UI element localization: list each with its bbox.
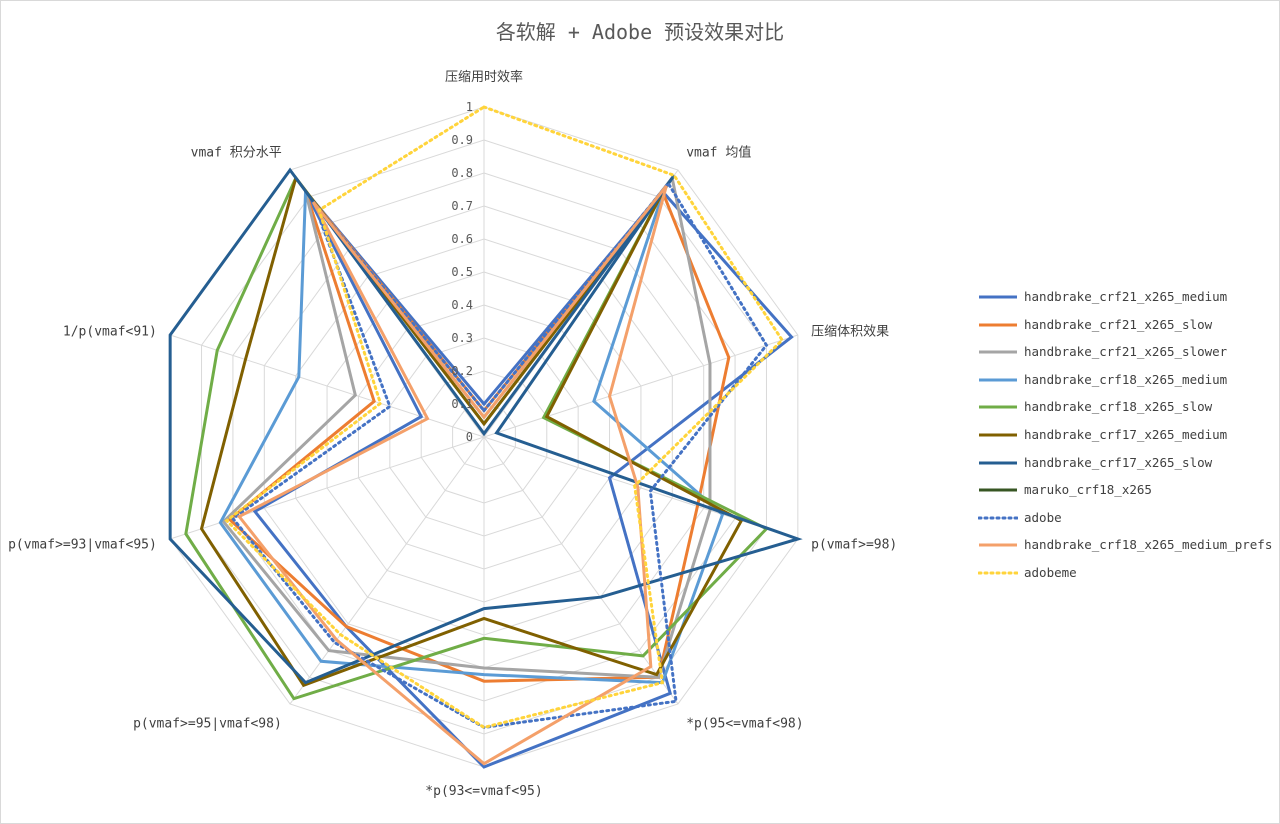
axis-label: 压缩体积效果 bbox=[811, 324, 889, 340]
series-line bbox=[236, 185, 668, 766]
grid-spoke bbox=[483, 334, 799, 438]
legend-item: maruko_crf18_x265 bbox=[978, 480, 1278, 508]
radial-tick-label: 0.6 bbox=[451, 232, 473, 246]
legend-label: handbrake_crf17_x265_medium bbox=[1024, 426, 1228, 442]
legend-label: handbrake_crf21_x265_medium bbox=[1024, 289, 1228, 304]
legend-label: adobeme bbox=[1024, 564, 1077, 580]
legend-label: adobe bbox=[1024, 509, 1062, 525]
axis-label: 1/p(vmaf<91) bbox=[63, 325, 157, 340]
legend: handbrake_crf21_x265_medium handbrake_crf… bbox=[978, 287, 1278, 591]
series-line bbox=[168, 167, 803, 685]
legend-item: handbrake_crf21_x265_slower bbox=[978, 342, 1278, 370]
chart-title: 各软解 + Adobe 预设效果对比 bbox=[495, 20, 785, 44]
series-group bbox=[168, 105, 803, 769]
legend-label: handbrake_crf21_x265_slow bbox=[1024, 316, 1213, 332]
axis-label: *p(93<=vmaf<95) bbox=[425, 784, 542, 799]
legend-item: handbrake_crf21_x265_slow bbox=[978, 315, 1278, 343]
legend-item: handbrake_crf18_x265_medium bbox=[978, 370, 1278, 398]
radial-tick-label: 0.9 bbox=[451, 133, 473, 147]
legend-label: handbrake_crf18_x265_medium_prefs bbox=[1024, 537, 1273, 553]
legend-label: maruko_crf18_x265 bbox=[1024, 482, 1152, 498]
legend-label: handbrake_crf18_x265_medium bbox=[1024, 371, 1228, 387]
radial-tick-label: 0.4 bbox=[451, 298, 473, 312]
series-line bbox=[221, 174, 712, 679]
legend-item: handbrake_crf18_x265_medium_prefs bbox=[978, 535, 1278, 563]
axis-label: p(vmaf>=93|vmaf<95) bbox=[8, 537, 157, 552]
legend-label: handbrake_crf17_x265_slow bbox=[1024, 454, 1213, 470]
legend-label: handbrake_crf21_x265_slower bbox=[1024, 344, 1228, 360]
legend-item: handbrake_crf17_x265_medium bbox=[978, 425, 1278, 453]
legend-swatch bbox=[978, 571, 1018, 575]
legend-swatch bbox=[979, 461, 1017, 465]
radial-tick-label: 0.2 bbox=[451, 364, 473, 378]
series-line bbox=[227, 188, 731, 683]
legend-swatch bbox=[979, 433, 1017, 437]
legend-item: handbrake_crf21_x265_medium bbox=[978, 287, 1278, 315]
radial-tick-label: 0.5 bbox=[451, 265, 473, 279]
legend-item: handbrake_crf17_x265_slow bbox=[978, 453, 1278, 481]
axis-label: vmaf 均值 bbox=[686, 145, 751, 161]
radial-tick-label: 0.8 bbox=[451, 166, 473, 180]
legend-swatch bbox=[979, 543, 1017, 547]
grid-spoke bbox=[289, 436, 485, 705]
axis-label: p(vmaf>=95|vmaf<98) bbox=[133, 716, 282, 731]
grid-spoke bbox=[483, 436, 679, 705]
legend-swatch bbox=[979, 488, 1017, 492]
axis-label: 压缩用时效率 bbox=[445, 69, 523, 85]
legend-label: handbrake_crf18_x265_slow bbox=[1024, 399, 1213, 415]
legend-item: adobe bbox=[978, 508, 1278, 536]
axis-label: vmaf 积分水平 bbox=[191, 146, 282, 161]
legend-item: handbrake_crf18_x265_slow bbox=[978, 397, 1278, 425]
legend-swatch bbox=[979, 350, 1017, 354]
series-line bbox=[224, 105, 785, 730]
series-line bbox=[184, 175, 769, 701]
legend-swatch bbox=[979, 323, 1017, 327]
axis-label: *p(95<=vmaf<98) bbox=[686, 716, 803, 731]
legend-swatch bbox=[979, 405, 1017, 409]
radial-tick-label: 0.1 bbox=[451, 397, 473, 411]
series-line bbox=[218, 187, 725, 685]
axis-label: p(vmaf>=98) bbox=[811, 537, 897, 552]
radial-ticks: 0 0.1 0.2 0.3 0.4 0.5 0.6 0.7 0.8 0.9 1 bbox=[451, 100, 473, 444]
legend-item: adobeme bbox=[978, 563, 1278, 591]
radial-tick-label: 0.7 bbox=[451, 199, 473, 213]
series-line bbox=[199, 174, 744, 688]
radial-tick-label: 0.3 bbox=[451, 331, 473, 345]
legend-swatch bbox=[979, 378, 1017, 382]
legend-swatch bbox=[978, 516, 1018, 520]
radial-tick-label: 0 bbox=[466, 430, 473, 444]
grid-spoke bbox=[169, 334, 485, 438]
legend-swatch bbox=[979, 295, 1017, 299]
radial-tick-label: 1 bbox=[466, 100, 473, 114]
